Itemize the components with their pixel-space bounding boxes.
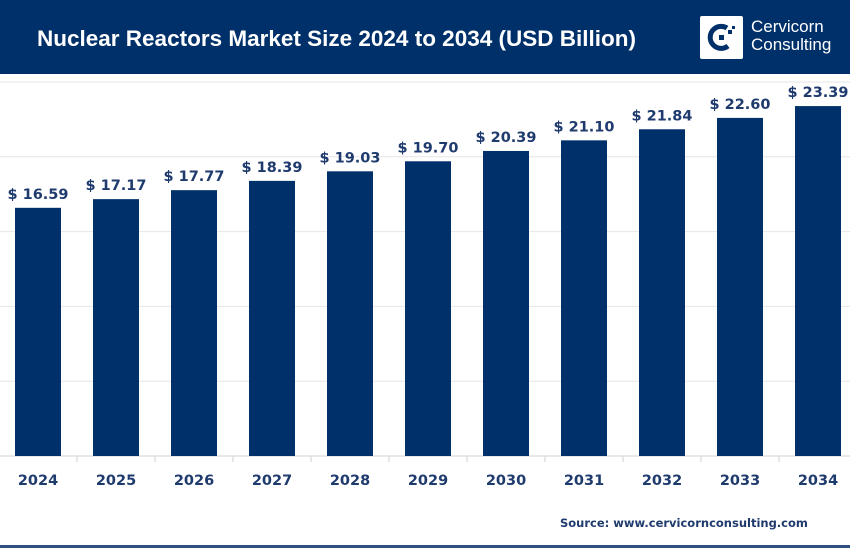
x-tick-2032: 2032 bbox=[642, 473, 682, 489]
bar-2027 bbox=[249, 180, 295, 456]
x-tick-2025: 2025 bbox=[96, 473, 136, 489]
header-bar: Nuclear Reactors Market Size 2024 to 203… bbox=[0, 0, 850, 74]
x-tick-2026: 2026 bbox=[174, 473, 214, 489]
x-tick-2031: 2031 bbox=[564, 473, 604, 489]
logo-icon bbox=[700, 16, 743, 59]
value-label-2034: $ 23.39 bbox=[787, 85, 848, 101]
bottom-divider bbox=[0, 545, 850, 548]
source-note: Source: www.cervicornconsulting.com bbox=[560, 516, 808, 530]
x-tick-2034: 2034 bbox=[798, 473, 838, 489]
value-label-2030: $ 20.39 bbox=[475, 130, 536, 146]
value-label-2026: $ 17.77 bbox=[163, 169, 224, 185]
x-tick-2029: 2029 bbox=[408, 473, 448, 489]
logo-line2: Consulting bbox=[751, 35, 832, 54]
chart-title: Nuclear Reactors Market Size 2024 to 203… bbox=[37, 26, 636, 51]
bar-2032 bbox=[639, 129, 685, 456]
value-label-2025: $ 17.17 bbox=[85, 178, 146, 194]
value-label-2027: $ 18.39 bbox=[241, 160, 302, 176]
value-label-2031: $ 21.10 bbox=[553, 119, 614, 135]
value-label-2029: $ 19.70 bbox=[397, 140, 458, 156]
bar-2028 bbox=[327, 171, 373, 456]
bar-2034 bbox=[795, 106, 841, 456]
bar-2031 bbox=[561, 140, 607, 456]
logo-line1: Cervicorn bbox=[751, 17, 824, 36]
bar-chart: $ 16.59 2024 $ 17.17 2025 $ 17.77 2026 $ 18.39… bbox=[0, 81, 850, 489]
bar-2030 bbox=[483, 150, 529, 456]
value-label-2024: $ 16.59 bbox=[7, 187, 68, 203]
bar-2025 bbox=[93, 199, 139, 456]
x-tick-2028: 2028 bbox=[330, 473, 370, 489]
x-tick-2024: 2024 bbox=[18, 473, 58, 489]
bar-2029 bbox=[405, 161, 451, 456]
bar-2024 bbox=[15, 207, 61, 456]
logo-text: Cervicorn Consulting bbox=[751, 18, 831, 54]
bar-2033 bbox=[717, 117, 763, 457]
bar-2026 bbox=[171, 190, 217, 456]
x-tick-2027: 2027 bbox=[252, 473, 292, 489]
x-tick-2030: 2030 bbox=[486, 473, 526, 489]
value-label-2028: $ 19.03 bbox=[319, 150, 380, 166]
x-tick-2033: 2033 bbox=[720, 473, 760, 489]
value-label-2032: $ 21.84 bbox=[631, 108, 692, 124]
value-label-2033: $ 22.60 bbox=[709, 97, 770, 113]
